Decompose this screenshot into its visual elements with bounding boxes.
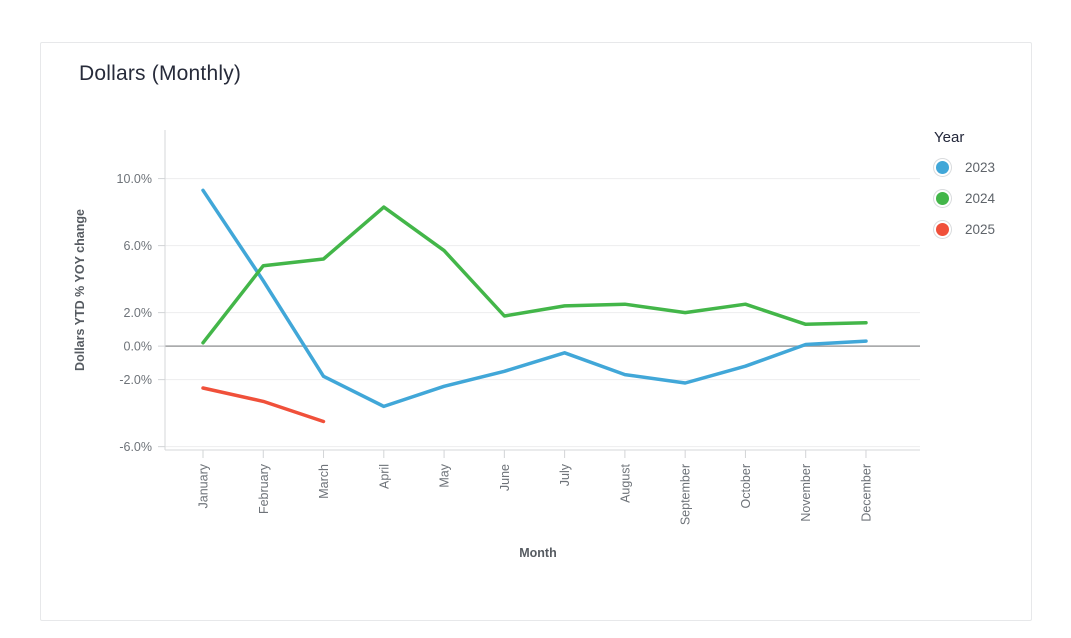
x-tick-label: August <box>618 463 632 502</box>
legend-dot-2024 <box>934 190 951 207</box>
chart-card: Dollars (Monthly) Year 2023 2024 2025 <box>40 42 1032 621</box>
y-tick-label: 2.0% <box>124 306 153 320</box>
x-tick-label: July <box>558 463 572 486</box>
chart-title: Dollars (Monthly) <box>79 62 242 85</box>
legend-items: 2023 2024 2025 <box>934 159 1026 238</box>
legend-item-label: 2024 <box>965 191 996 206</box>
y-tick-label: 10.0% <box>117 172 152 186</box>
x-tick-label: December <box>859 464 873 522</box>
x-tick-label: May <box>438 463 452 487</box>
series-line-2024 <box>201 205 868 345</box>
y-tick-label: 6.0% <box>124 239 153 253</box>
x-axis-title: Month <box>519 546 556 560</box>
x-tick-label: September <box>679 464 693 525</box>
series-line-2025 <box>201 386 326 424</box>
y-tick-label: 0.0% <box>124 339 153 353</box>
x-tick-label: October <box>739 464 753 508</box>
legend-item-2023[interactable]: 2023 <box>934 159 1026 176</box>
legend-item-2025[interactable]: 2025 <box>934 221 1026 238</box>
x-tick-label: March <box>317 464 331 499</box>
legend-dot-2025 <box>934 221 951 238</box>
x-tick-label: April <box>377 464 391 489</box>
x-tick-label: June <box>498 464 512 491</box>
x-tick-label: February <box>257 463 271 514</box>
x-tick-label: January <box>197 463 211 508</box>
legend-item-label: 2025 <box>965 222 996 237</box>
legend-dot-2023 <box>934 159 951 176</box>
legend-item-label: 2023 <box>965 160 996 175</box>
legend-item-2024[interactable]: 2024 <box>934 190 1026 207</box>
legend-title: Year <box>934 129 965 146</box>
x-tick-label: November <box>799 464 813 522</box>
y-tick-label: -2.0% <box>119 373 152 387</box>
y-axis-title: Dollars YTD % YOY change <box>73 209 87 371</box>
y-tick-label: -6.0% <box>119 440 152 454</box>
chart-legend: Year 2023 2024 2025 <box>934 129 1026 252</box>
series-line-2023 <box>201 188 868 409</box>
